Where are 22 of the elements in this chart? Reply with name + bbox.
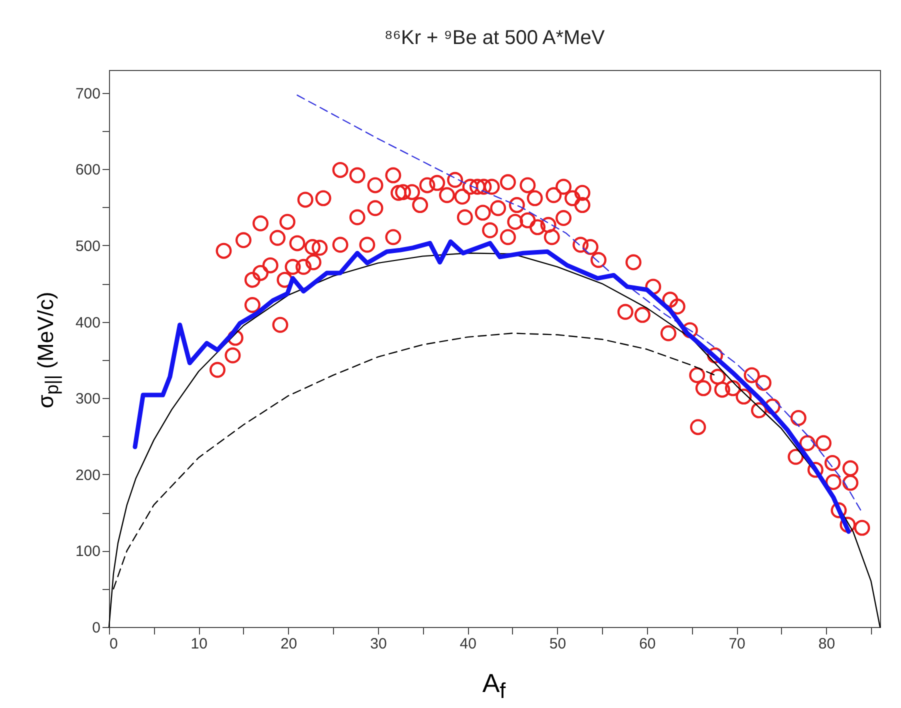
chart-title: ⁸⁶Kr + ⁹Be at 500 A*MeV xyxy=(384,27,606,49)
x-tick-label: 50 xyxy=(549,636,566,652)
x-tick-label: 40 xyxy=(460,636,476,652)
x-axis-title: A$_{f}$ xyxy=(481,668,507,704)
y-tick-label: 0 xyxy=(92,620,100,636)
x-tick-label: 80 xyxy=(818,636,836,652)
line-series xyxy=(108,252,881,628)
x-tick-label: 60 xyxy=(639,636,656,652)
y-tick-label: 200 xyxy=(75,466,100,484)
y-tick-label: 100 xyxy=(75,543,100,560)
y-tick-label: 700 xyxy=(75,85,100,102)
x-tick-label: 70 xyxy=(728,636,746,652)
y-tick-label: 400 xyxy=(75,314,100,332)
line-series xyxy=(132,239,851,534)
y-tick-label: 500 xyxy=(75,238,100,255)
y-tick-label: 300 xyxy=(75,390,100,408)
x-tick-label: 20 xyxy=(280,636,298,652)
x-tick-label: 10 xyxy=(190,636,208,652)
line-series xyxy=(296,94,863,514)
y-tick-label: 600 xyxy=(75,162,100,179)
x-tick-label: 30 xyxy=(370,636,387,652)
x-tick-label: 0 xyxy=(110,636,118,652)
